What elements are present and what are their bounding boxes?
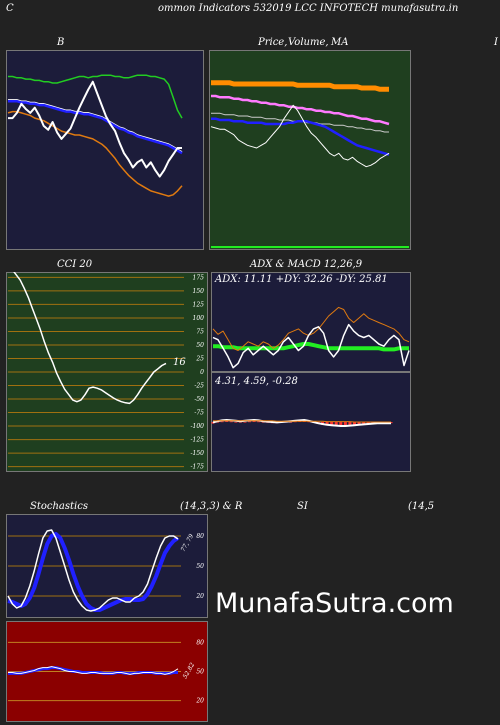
adx-chart: [211, 272, 411, 372]
adx-readout: ADX: 11.11 +DY: 32.26 -DY: 25.81: [215, 274, 388, 285]
watermark: MunafaSutra.com: [215, 588, 454, 619]
cci-tick-label: 175: [193, 274, 205, 281]
rsi-title-b: (14,5: [408, 501, 435, 512]
corner-letter: C: [6, 3, 14, 14]
cci-title: CCI 20: [57, 259, 93, 270]
adx-macd-title: ADX & MACD 12,26,9: [250, 259, 363, 270]
macd-histogram-bar: [234, 422, 238, 423]
macd-histogram-bar: [220, 421, 224, 423]
series-line-bollinger-4: [8, 80, 182, 178]
cci-tick-label: -150: [191, 450, 205, 457]
macd-histogram-bar: [352, 422, 356, 426]
adx-panel: [211, 272, 411, 372]
series-line-cci-0: [13, 272, 167, 405]
macd-histogram-bar: [238, 422, 242, 423]
macd-histogram-bar: [330, 422, 334, 426]
macd-readout: 4.31, 4.59, -0.28: [215, 376, 298, 387]
macd-histogram-bar: [216, 422, 220, 423]
series-line-macd-1: [213, 420, 391, 423]
stoch-tick-label: 80: [196, 533, 204, 540]
bollinger-panel: [6, 50, 204, 250]
macd-histogram-bar: [252, 421, 256, 422]
macd-histogram-bar: [325, 422, 329, 426]
series-line-price_ma-0: [211, 80, 389, 92]
series-line-bollinger-0: [8, 74, 183, 119]
macd-histogram-bar: [362, 422, 366, 425]
stoch-tick-label: 50: [196, 563, 204, 570]
cci-tick-label: -25: [194, 383, 204, 390]
series-line-adx-2: [212, 323, 410, 369]
series-line-adx-1: [212, 306, 410, 351]
right-edge-letter: I: [494, 37, 498, 48]
series-line-bollinger-2: [8, 99, 183, 155]
panel-background: [209, 50, 411, 250]
macd-chart: [211, 372, 411, 472]
macd-histogram-bar: [257, 421, 261, 423]
cci-tick-label: -175: [191, 464, 205, 471]
price-ma-chart: [209, 50, 411, 250]
cci-tick-label: 75: [196, 328, 204, 335]
rsi-tick-label: 80: [196, 639, 204, 646]
macd-histogram-bar: [261, 422, 265, 423]
cci-panel: 175 150 125 100 75 50 25 0 -25 -50 -75 -100 -125 -150…: [6, 272, 208, 472]
macd-histogram-bar: [307, 421, 311, 423]
macd-histogram-bar: [293, 421, 297, 423]
series-line-stochastics-1: [7, 529, 179, 612]
macd-histogram-bar: [243, 422, 247, 423]
macd-histogram-bar: [357, 422, 361, 425]
macd-histogram-bar: [343, 422, 347, 427]
price-ma-title-a: Price,: [258, 37, 288, 48]
rsi-panel: 80 50 20 52.82: [6, 621, 208, 722]
series-line-rsi-1: [8, 666, 179, 675]
cci-chart: 175 150 125 100 75 50 25 0 -25 -50 -75 -100 -125 -150…: [6, 272, 208, 472]
price-ma-title-c: MA: [331, 37, 349, 48]
stoch-tick-label: 20: [195, 593, 204, 600]
macd-histogram-bar: [348, 422, 352, 426]
macd-histogram-bar: [248, 421, 252, 423]
price-ma-panel: [209, 50, 411, 250]
panel-background: [6, 50, 204, 250]
cci-tick-label: 0: [200, 369, 204, 376]
macd-histogram-bar: [225, 421, 229, 422]
stochastics-title-left: Stochastics: [30, 501, 88, 512]
cci-tick-label: 100: [193, 315, 205, 322]
macd-panel: [211, 372, 411, 472]
cci-tick-label: -125: [191, 437, 205, 444]
page-title: ommon Indicators 532019 LCC INFOTECH mun…: [158, 3, 459, 14]
cci-last-value-label: 16: [173, 357, 186, 368]
series-line-bollinger-3: [7, 110, 183, 197]
series-line-stochastics-0: [7, 532, 180, 612]
cci-tick-label: 125: [193, 301, 205, 308]
cci-tick-label: 150: [193, 288, 205, 295]
macd-histogram-bar: [339, 422, 343, 427]
bollinger-chart: [6, 50, 204, 250]
cci-tick-label: 50: [196, 342, 204, 349]
rsi-tick-label: 50: [196, 669, 204, 676]
macd-histogram-bar: [334, 422, 338, 426]
series-line-price_ma-3: [211, 117, 390, 156]
bollinger-title: B: [57, 37, 65, 48]
stochastics-title-mid: (14,3,3) & R: [180, 501, 243, 512]
rsi-tick-label: 20: [195, 698, 204, 705]
series-line-price_ma-1: [211, 94, 390, 126]
series-line-adx-0: [213, 342, 409, 352]
series-line-price_ma-4: [210, 104, 390, 168]
cci-tick-label: -100: [191, 423, 205, 430]
cci-tick-label: 25: [195, 355, 204, 362]
rsi-title-a: SI: [297, 501, 308, 512]
macd-histogram-bar: [229, 421, 233, 423]
macd-histogram-bar: [211, 422, 215, 424]
cci-tick-label: -75: [194, 410, 204, 417]
price-ma-title-b: Volume,: [288, 37, 329, 48]
stochastics-panel: 80 50 20 77, 79: [6, 514, 208, 618]
cci-tick-label: -50: [194, 396, 204, 403]
macd-histogram-bar: [289, 422, 293, 423]
